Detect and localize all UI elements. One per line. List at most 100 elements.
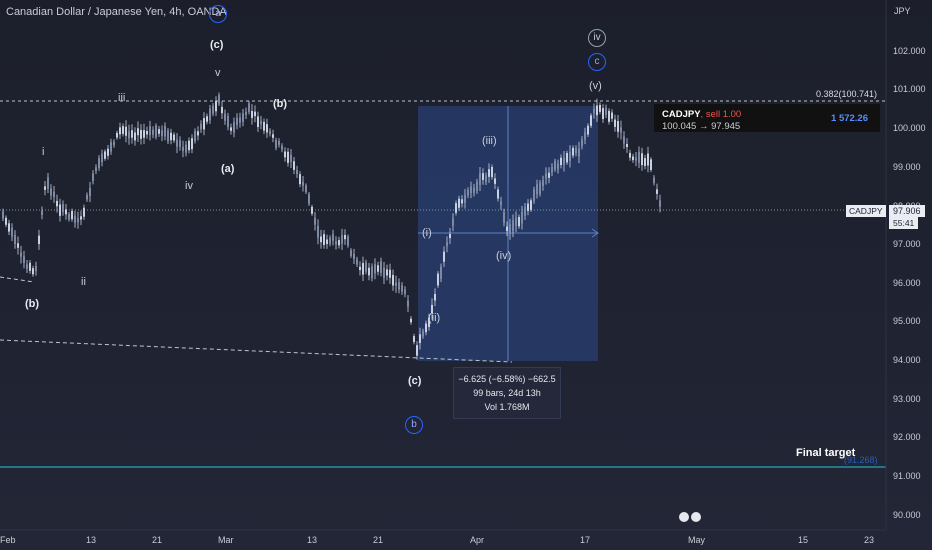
candle-body	[350, 250, 352, 256]
candle-body	[152, 129, 154, 135]
time-tick-label: 21	[373, 535, 384, 545]
candle-body	[605, 107, 607, 115]
candle-body	[41, 210, 43, 216]
channel-left-line[interactable]	[0, 276, 35, 283]
candle-body	[101, 153, 103, 163]
candle-body	[512, 220, 514, 232]
current-price-tag[interactable]: 97.906	[889, 205, 925, 217]
candle-body	[608, 110, 610, 122]
candle-body	[119, 127, 121, 135]
candle-body	[104, 151, 106, 159]
candle-body	[218, 95, 220, 104]
position-symbol: CADJPY	[662, 109, 701, 120]
time-tick-label: Feb	[0, 535, 16, 545]
candle-body	[230, 127, 232, 131]
candle-body	[137, 128, 139, 136]
wave-b-circle-icon[interactable]: b	[405, 416, 423, 434]
candle-body	[107, 148, 109, 156]
price-tick-label: 102.000	[893, 46, 926, 56]
candle-body	[623, 136, 625, 144]
candle-body	[419, 334, 421, 343]
candle-body	[590, 115, 592, 126]
position-pnl: 1 572.26	[831, 113, 868, 124]
position-tooltip[interactable]: CADJPY, sell 1.00 100.045 → 97.945 1 572…	[654, 104, 880, 132]
candle-body	[587, 125, 589, 135]
candle-body	[146, 130, 148, 135]
candle-body	[140, 129, 142, 139]
candle-body	[269, 130, 271, 134]
candle-body	[197, 131, 199, 136]
candle-body	[143, 130, 145, 138]
candle-body	[209, 108, 211, 121]
candle-body	[455, 203, 457, 213]
candle-body	[569, 151, 571, 161]
candle-body	[320, 236, 322, 243]
candle-body	[2, 211, 4, 219]
candle-body	[428, 317, 430, 327]
measure-arrow-icon	[591, 228, 599, 238]
candle-body	[131, 130, 133, 138]
candle-body	[380, 261, 382, 273]
candle-body	[194, 130, 196, 142]
candle-body	[386, 269, 388, 276]
candle-body	[401, 285, 403, 292]
candle-body	[425, 323, 427, 333]
candle-body	[314, 217, 316, 225]
candle-body	[296, 169, 298, 174]
candle-body	[239, 117, 241, 123]
candle-body	[311, 206, 313, 214]
candle-body	[221, 106, 223, 114]
wave-b-left: (b)	[25, 298, 40, 310]
price-tick-label: 101.000	[893, 84, 926, 94]
candle-body	[500, 201, 502, 205]
time-tick-label: Mar	[218, 535, 234, 545]
final-target-label: Final target	[796, 447, 856, 459]
candle-body	[284, 151, 286, 158]
candle-body	[374, 264, 376, 274]
candle-body	[626, 143, 628, 147]
candle-body	[260, 120, 262, 125]
badge-a-icon[interactable]: a	[209, 5, 227, 23]
channel-lower-line[interactable]	[0, 339, 513, 363]
candle-body	[398, 282, 400, 290]
candle-body	[11, 227, 13, 237]
candle-body	[563, 157, 565, 165]
candle-body	[593, 108, 595, 114]
bar-countdown: 55:41	[889, 217, 919, 229]
candle-body	[359, 266, 361, 271]
candle-body	[557, 163, 559, 170]
candle-body	[599, 104, 601, 112]
measure-volume: Vol 1.768M	[484, 402, 530, 412]
candle-body	[113, 141, 115, 146]
candle-body	[497, 189, 499, 199]
symbol-title[interactable]: Canadian Dollar / Japanese Yen, 4h, OAND…	[6, 6, 227, 18]
wave-iv-circle-icon[interactable]: iv	[588, 29, 606, 47]
wave-c-circle-icon[interactable]: c	[588, 53, 606, 71]
wave-iv-paren: (iv)	[496, 250, 512, 262]
candle-body	[434, 293, 436, 301]
time-tick-label: 15	[798, 535, 809, 545]
candle-body	[290, 154, 292, 163]
candle-body	[200, 123, 202, 130]
event-icon[interactable]	[679, 512, 689, 522]
candle-body	[644, 158, 646, 166]
candle-body	[128, 131, 130, 139]
current-symbol-tag: CADJPY	[846, 205, 886, 217]
candle-body	[467, 189, 469, 196]
time-tick-label: 21	[152, 535, 163, 545]
event-icon[interactable]	[691, 512, 701, 522]
wave-iv-sub: iv	[185, 180, 193, 192]
candle-body	[29, 262, 31, 271]
candle-body	[362, 263, 364, 275]
candle-body	[641, 153, 643, 166]
candle-body	[236, 117, 238, 125]
candle-body	[155, 125, 157, 138]
candle-body	[233, 122, 235, 133]
candle-body	[341, 235, 343, 244]
candle-body	[518, 216, 520, 227]
candle-body	[464, 194, 466, 203]
time-tick-label: May	[688, 535, 706, 545]
candles[interactable]	[2, 92, 661, 360]
